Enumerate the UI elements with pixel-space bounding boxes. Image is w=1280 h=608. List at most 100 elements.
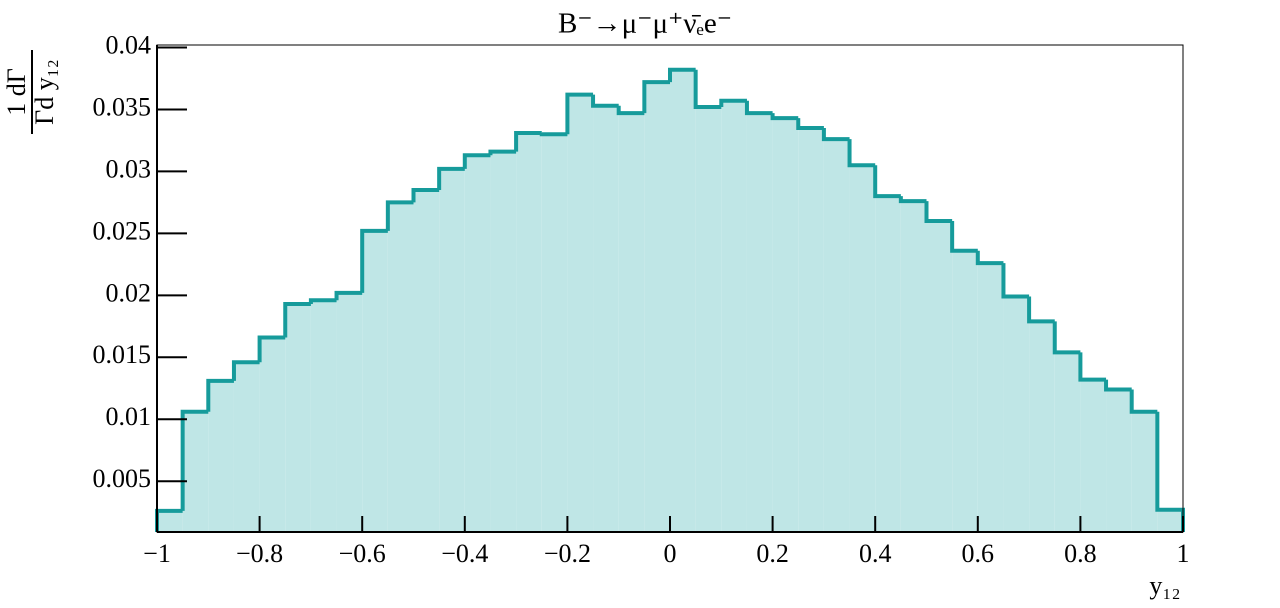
bar (464, 155, 491, 532)
bar-outline (873, 165, 901, 199)
x-tick-label: 0 (664, 539, 677, 568)
x-tick-label: 0.2 (756, 539, 789, 568)
bar (952, 250, 978, 532)
bar-outline (744, 100, 773, 116)
bar-outline (591, 94, 619, 108)
bar-outline (488, 149, 517, 156)
y-tick-label: 0.02 (106, 278, 152, 307)
bar-outline (770, 113, 799, 121)
bar (900, 201, 927, 533)
bar (208, 380, 234, 532)
y-tick-label: 0.03 (106, 154, 152, 183)
bar (259, 337, 286, 532)
bar (516, 132, 542, 533)
bar-outline (847, 139, 876, 168)
y-tick-label: 0.005 (93, 464, 152, 493)
chart-title: B⁻→μ⁻μ⁺ν̄ₑe⁻ (558, 8, 732, 40)
bar-outline (385, 200, 414, 231)
bar-outline (1078, 352, 1107, 382)
bar-outline (539, 132, 568, 137)
bar-outline (565, 92, 594, 135)
bar-outline (693, 69, 722, 109)
y-tick-label: 0.035 (93, 92, 152, 121)
x-tick-label: −0.8 (236, 539, 283, 568)
bar (798, 128, 824, 532)
bar (695, 106, 722, 532)
bar-outline (231, 360, 260, 381)
bar-outline (308, 298, 337, 304)
y-tick-label: 0.025 (93, 216, 152, 245)
bar-outline (950, 220, 978, 253)
bar-outline (437, 166, 465, 190)
y-tick-label: 0.04 (106, 30, 152, 59)
y-tick-label: 0.01 (106, 402, 152, 431)
bar (875, 196, 901, 532)
bar (977, 263, 1004, 532)
bar-outline (821, 128, 850, 142)
bar (1106, 389, 1132, 532)
x-axis-label: y₁₂ (1149, 571, 1180, 600)
bar-outline (1001, 263, 1030, 299)
bar (926, 220, 953, 533)
bar (721, 100, 747, 532)
bar-outline (1052, 321, 1081, 355)
x-tick-label: −0.6 (339, 539, 386, 568)
bar-outline (514, 130, 542, 152)
bar-outline (719, 98, 747, 107)
y-label-denominator: Γd y₁₂ (30, 59, 59, 125)
bar (644, 82, 670, 533)
bar (541, 134, 568, 532)
x-tick-label: −0.4 (441, 539, 488, 568)
bar (670, 69, 696, 532)
bar-outline (462, 153, 491, 169)
bar (1131, 411, 1158, 532)
bar-outline (898, 196, 927, 204)
bar-outline (283, 301, 311, 338)
bar (310, 300, 337, 532)
bar (439, 168, 465, 532)
bar (567, 94, 594, 532)
x-tick-label: 0.6 (962, 539, 995, 568)
bar (823, 139, 850, 533)
x-tick-label: −1 (143, 539, 171, 568)
bar (746, 113, 773, 532)
bar (1029, 321, 1055, 532)
bar-outline (257, 335, 286, 363)
bar (618, 113, 645, 532)
bar (285, 303, 311, 532)
bar-outline (642, 80, 670, 114)
bar (593, 105, 619, 533)
bar-outline (411, 187, 440, 203)
bar (336, 292, 363, 532)
bar (849, 165, 876, 532)
bar-outline (924, 201, 953, 223)
x-tick-label: 0.4 (859, 539, 892, 568)
bar-outline (796, 118, 824, 131)
x-tick-label: 0.8 (1064, 539, 1097, 568)
y-axis-label: 1 dΓ Γd y₁₂ (2, 50, 59, 134)
y-label-numerator: 1 dΓ (2, 68, 31, 116)
bar-outline (334, 290, 363, 301)
bar (1003, 296, 1030, 532)
bar-outline (360, 228, 388, 293)
bar-outline (1129, 389, 1158, 414)
bar-outline (616, 105, 645, 116)
bar-outline (1104, 379, 1132, 392)
bar (1157, 509, 1183, 532)
bar-outline (668, 67, 696, 83)
bar (182, 411, 209, 532)
x-tick-label: −0.2 (544, 539, 591, 568)
bar (233, 362, 260, 532)
bar-outline (975, 250, 1004, 266)
x-tick-label: 1 (1177, 539, 1190, 568)
bar (490, 151, 517, 532)
bar (413, 189, 440, 532)
y-tick-label: 0.015 (93, 340, 152, 369)
bar (387, 202, 414, 532)
bar-outline (206, 378, 234, 412)
bar (1054, 352, 1081, 532)
bar (157, 510, 183, 532)
bar (362, 230, 388, 532)
bar (772, 118, 799, 532)
